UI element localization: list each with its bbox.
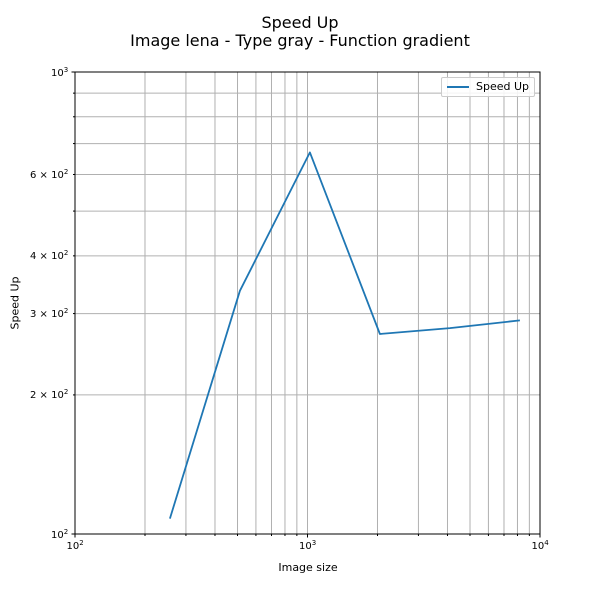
legend-swatch xyxy=(447,86,469,88)
grid-lines xyxy=(74,71,541,535)
series-layer xyxy=(169,151,520,519)
x-tick-label: 104 xyxy=(531,539,549,553)
y-tick-label: 102 xyxy=(51,527,69,541)
chart-subtitle: Image lena - Type gray - Function gradie… xyxy=(130,31,470,50)
y-tick-label: 4 × 102 xyxy=(30,249,69,263)
legend: Speed Up xyxy=(441,77,535,97)
y-tick-label: 103 xyxy=(51,65,69,79)
y-tick-label: 6 × 102 xyxy=(30,167,69,181)
y-tick-label: 2 × 102 xyxy=(30,388,69,402)
x-axis-label: Image size xyxy=(278,561,338,574)
series-line xyxy=(169,151,520,519)
y-tick-label: 3 × 102 xyxy=(30,307,69,321)
axes-frame xyxy=(74,71,541,535)
chart-title: Speed Up xyxy=(261,13,339,32)
y-axis-label: Speed Up xyxy=(8,276,22,330)
legend-label: Speed Up xyxy=(476,80,530,93)
x-tick-label: 102 xyxy=(66,539,84,553)
x-tick-label: 103 xyxy=(299,539,317,553)
